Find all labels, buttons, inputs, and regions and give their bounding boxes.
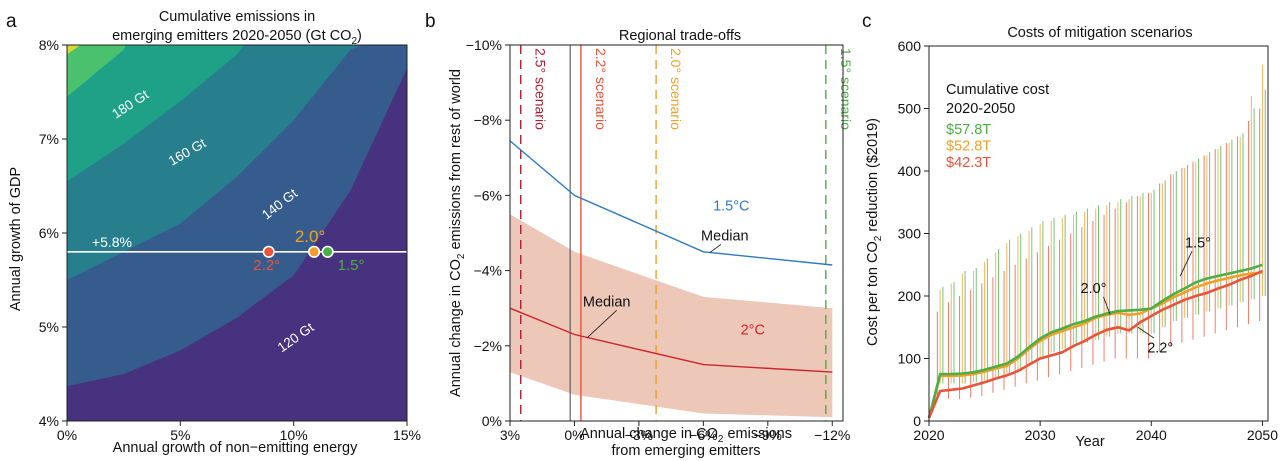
panel-a-title-line2: emerging emitters 2020-2050 (Gt CO2): [112, 28, 362, 47]
series-label: 1.5°C: [713, 198, 749, 214]
panel-b-x-axis-label-line1: Annual change in CO2 emissions: [580, 426, 792, 445]
x-tick-label: 15%: [393, 427, 421, 443]
contour-band: [67, 45, 244, 182]
panel-a-y-axis-label: Annual growth of GDP: [8, 167, 24, 311]
median-leader-line: [709, 244, 722, 253]
scenario-label: 2.5° scenario: [533, 48, 549, 130]
y-tick-label: −6%: [474, 187, 502, 203]
series-label: 1.5°: [1185, 235, 1211, 251]
y-tick-label: 400: [898, 163, 922, 179]
x-tick-label: 0%: [57, 427, 77, 443]
scenario-marker: [307, 245, 321, 258]
scenario-label: 1.5° scenario: [838, 48, 854, 130]
scenario-marker-label: 2.0°: [295, 227, 325, 246]
panel-a: a Cumulative emissions in emerging emitt…: [6, 9, 421, 456]
median-leader-line: [587, 309, 617, 338]
series-line: [509, 140, 833, 266]
scenario-label: 2.0° scenario: [668, 48, 684, 130]
scenario-marker-label: 1.5°: [338, 257, 365, 274]
median-label: Median: [701, 229, 749, 245]
panel-a-x-axis-label: Annual growth of non−emitting energy: [113, 440, 358, 456]
y-tick-label: −8%: [474, 112, 502, 128]
series-leader-line: [1137, 326, 1155, 339]
series-label: 2.0°: [1081, 281, 1107, 297]
series-line: [927, 269, 1263, 419]
x-tick-label: 2030: [1025, 427, 1056, 443]
contour-band: [67, 45, 81, 55]
plot-frame: [509, 44, 844, 422]
series-label: 2°C: [741, 323, 765, 339]
panel-c-legend: Cumulative cost 2020-2050 $57.8T$52.8T$42.…: [946, 82, 1049, 171]
series-leader-line: [1179, 251, 1193, 277]
y-tick-label: 600: [898, 38, 922, 54]
y-tick-label: 200: [898, 288, 922, 304]
y-tick-label: 0%: [482, 413, 502, 429]
panel-c-letter: c: [862, 11, 872, 32]
series-label: 2.2°: [1147, 340, 1173, 356]
y-tick-label: 100: [898, 351, 922, 367]
panel-a-title-line1: Cumulative emissions in: [159, 9, 315, 25]
contour-band: [67, 45, 126, 97]
scenario-marker: [262, 245, 275, 258]
panel-b-axes: 3% 0% −3% −6% −9% −12%0%−2%−4%−6%−8%−10%: [466, 37, 851, 443]
y-tick-label: 6%: [39, 225, 59, 241]
x-tick-label: 5%: [170, 427, 190, 443]
x-tick-label: −12%: [814, 427, 850, 443]
panel-b: b Regional trade-offs 2.5° scenario 2.2° …: [425, 11, 854, 459]
legend-title: Cumulative cost: [946, 82, 1049, 98]
median-label: Median: [583, 294, 631, 310]
panel-b-x-axis-label-line2: from emerging emitters: [611, 443, 760, 459]
panel-c-title: Costs of mitigation scenarios: [1007, 25, 1192, 41]
y-tick-label: 8%: [39, 37, 59, 53]
y-tick-label: −2%: [474, 338, 502, 354]
series-line: [927, 263, 1263, 419]
panel-c-y-axis-label: Cost per ton CO2 reduction ($2019): [865, 118, 884, 346]
scenario-label: 2.2° scenario: [593, 48, 609, 130]
y-tick-label: 300: [898, 226, 922, 242]
series-line: [509, 307, 833, 373]
y-tick-label: −4%: [474, 263, 502, 279]
x-tick-label: −3%: [625, 427, 653, 443]
panel-c-axes: 2020 2030 2040 2050 0 100 200 300 400 500 600: [898, 38, 1279, 443]
x-tick-label: 3%: [500, 427, 520, 443]
panel-b-plot-area: 2.5° scenario 2.2° scenario 2.0° scenario 1…: [509, 45, 854, 421]
y-tick-label: 4%: [39, 413, 59, 429]
x-tick-label: 2020: [913, 427, 944, 443]
x-tick-label: −6%: [689, 427, 717, 443]
y-tick-label: 0: [913, 413, 921, 429]
legend-entry: $57.8T: [946, 122, 991, 138]
x-tick-label: −9%: [754, 427, 782, 443]
legend-entry: $42.3T: [946, 155, 991, 171]
panel-a-axes: 0% 5% 10% 15% 4% 5% 6% 7% 8%: [39, 37, 421, 443]
reference-line-label: +5.8%: [92, 234, 132, 250]
x-tick-label: 10%: [280, 427, 308, 443]
panel-c-plot-area: 1.5° 2.0° 2.2°: [927, 64, 1266, 419]
y-tick-label: −10%: [466, 37, 502, 53]
series-leader-line: [1103, 296, 1111, 315]
confidence-band: [510, 214, 833, 418]
panel-b-y-axis-label: Annual change in CO2 emissions from rest…: [448, 69, 467, 397]
x-tick-label: 2040: [1136, 427, 1167, 443]
panel-a-letter: a: [6, 11, 17, 32]
scenario-marker: [321, 245, 334, 258]
panel-b-letter: b: [425, 11, 436, 32]
x-tick-label: 0%: [564, 427, 584, 443]
y-tick-label: 7%: [39, 131, 59, 147]
panel-b-title: Regional trade-offs: [619, 28, 741, 44]
legend-entry: $52.8T: [946, 139, 991, 155]
panel-c: c Costs of mitigation scenarios 1.5° 2.0°…: [862, 11, 1278, 450]
x-tick-label: 2050: [1247, 427, 1278, 443]
legend-title: 2020-2050: [946, 101, 1015, 117]
y-tick-label: 500: [898, 101, 922, 117]
scenario-marker-label: 2.2°: [253, 257, 280, 274]
y-tick-label: 5%: [39, 319, 59, 335]
panel-c-x-axis-label: Year: [1075, 434, 1104, 450]
